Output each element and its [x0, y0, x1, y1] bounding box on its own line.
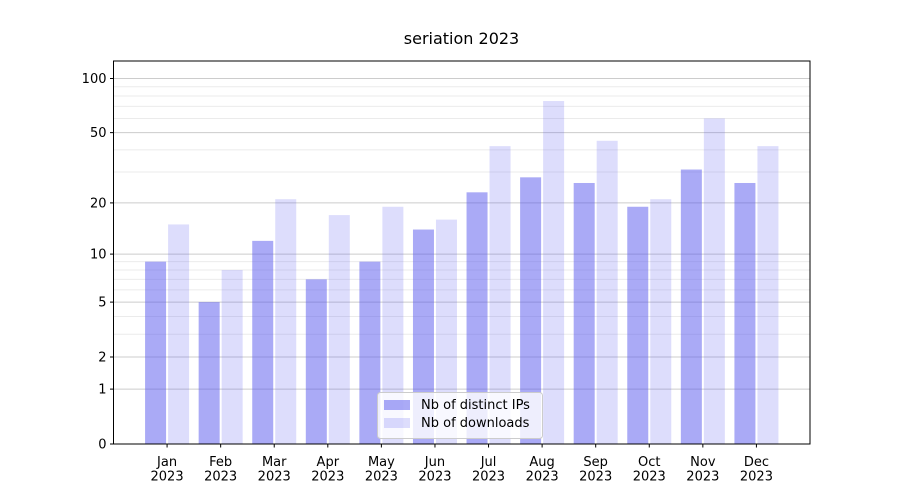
bar-downloads [596, 140, 618, 444]
x-tick-label-month: Aug [529, 455, 554, 470]
bar-downloads [650, 199, 672, 444]
x-tick-label-month: Nov [690, 455, 716, 470]
y-tick-label: 0 [98, 438, 106, 453]
x-tick-label-month: May [368, 455, 395, 470]
x-tick-label-month: Jul [480, 455, 497, 470]
x-tick-label-month: Dec [744, 455, 769, 470]
y-tick-label: 100 [82, 72, 107, 87]
bar-downloads [275, 199, 297, 444]
y-tick-label: 5 [98, 296, 106, 311]
bar-distinct-ips [305, 279, 327, 444]
x-tick-label-year: 2023 [418, 470, 451, 485]
x-tick-label-year: 2023 [579, 470, 612, 485]
bar-distinct-ips [252, 240, 274, 444]
x-tick-label-month: Sep [583, 455, 608, 470]
bar-distinct-ips [627, 206, 649, 444]
plot-border [113, 60, 811, 445]
bar-downloads [168, 224, 190, 444]
x-tick-label-year: 2023 [686, 470, 719, 485]
y-tick-label: 10 [90, 248, 107, 263]
x-tick-label-year: 2023 [151, 470, 184, 485]
x-tick-label-month: Apr [317, 455, 340, 470]
bar-downloads [328, 215, 350, 444]
x-tick-label-year: 2023 [633, 470, 666, 485]
x-tick-label-year: 2023 [365, 470, 398, 485]
y-tick-label: 20 [90, 196, 107, 211]
bar-distinct-ips [412, 229, 434, 444]
bar-distinct-ips [734, 182, 756, 445]
chart-title: seriation 2023 [403, 29, 520, 48]
x-tick-label-year: 2023 [526, 470, 559, 485]
bar-distinct-ips [145, 261, 167, 444]
x-tick-label-year: 2023 [740, 470, 773, 485]
bar-downloads [703, 118, 725, 444]
legend-swatch [384, 400, 410, 410]
bar-downloads [757, 146, 779, 444]
x-tick-label-year: 2023 [311, 470, 344, 485]
x-tick-label-month: Jun [424, 455, 445, 470]
bar-distinct-ips [573, 182, 595, 445]
bar-distinct-ips [680, 169, 702, 445]
bar-downloads [489, 146, 511, 444]
y-tick-label: 2 [98, 350, 106, 365]
x-tick-label-year: 2023 [472, 470, 505, 485]
x-tick-label-month: Mar [262, 455, 287, 470]
bar-downloads [435, 219, 457, 444]
bar-distinct-ips [198, 302, 220, 444]
x-tick-label-year: 2023 [258, 470, 291, 485]
bar-downloads [221, 269, 243, 444]
y-tick-label: 1 [98, 383, 106, 398]
y-tick-label: 50 [90, 126, 107, 141]
legend-box [377, 392, 543, 439]
bar-downloads [543, 101, 565, 444]
legend-label: Nb of downloads [421, 416, 530, 431]
legend-label: Nb of distinct IPs [421, 398, 530, 413]
x-tick-label-month: Oct [638, 455, 660, 470]
legend-swatch [384, 418, 410, 428]
bar-distinct-ips [359, 261, 381, 444]
x-tick-label-year: 2023 [204, 470, 237, 485]
bar-downloads [382, 206, 404, 444]
bar-distinct-ips [520, 177, 542, 445]
x-tick-label-month: Jan [156, 455, 177, 470]
x-tick-label-month: Feb [209, 455, 232, 470]
bar-distinct-ips [466, 192, 488, 444]
